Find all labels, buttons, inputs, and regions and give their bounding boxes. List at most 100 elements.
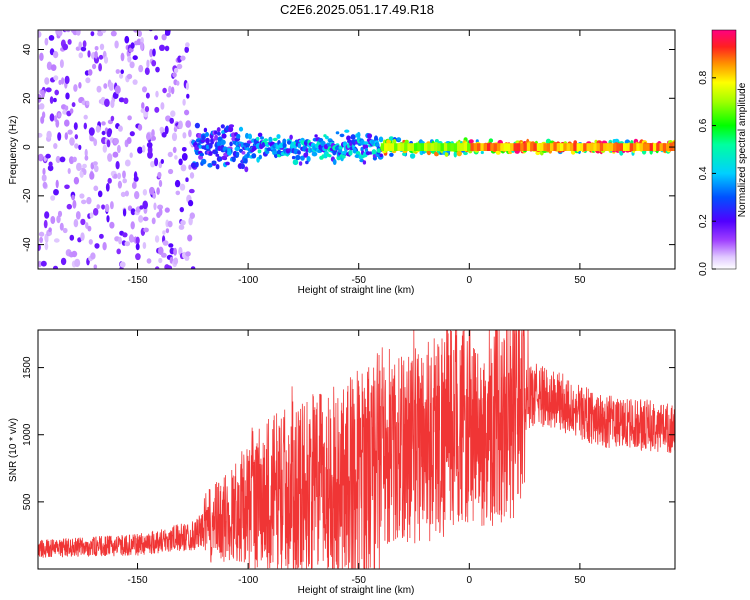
heatmap-cell	[123, 97, 129, 105]
colorbar: 0.0 0.2 0.4 0.6 0.8 Normalized spectral ampl…	[698, 29, 748, 276]
heatmap-cell	[217, 131, 221, 136]
heatmap-cell	[152, 48, 156, 57]
heatmap-cell	[362, 144, 369, 150]
heatmap-cell	[49, 113, 55, 122]
heatmap-cell	[444, 151, 449, 157]
heatmap-cell	[132, 79, 138, 85]
heatmap-cell	[335, 131, 340, 135]
heatmap-cell	[155, 66, 160, 73]
heatmap-cell	[652, 143, 657, 151]
colorbar-label: Normalized spectral amplitude	[737, 82, 748, 217]
heatmap-cell	[384, 143, 388, 151]
heatmap-cell	[510, 143, 514, 151]
heatmap-cell	[126, 73, 133, 80]
heatmap-cell	[463, 151, 468, 156]
heatmap-cell	[251, 153, 257, 159]
heatmap-cell	[38, 231, 45, 237]
heatmap-cell	[82, 163, 87, 169]
heatmap-cell	[420, 143, 425, 151]
heatmap-cell	[73, 176, 80, 185]
heatmap-cell	[434, 139, 439, 143]
heatmap-cell	[122, 208, 127, 217]
heatmap-cell	[488, 138, 494, 143]
heatmap-cell	[154, 157, 159, 167]
heatmap-cell	[255, 136, 260, 141]
heatmap-cell	[556, 143, 561, 151]
heatmap-cell	[339, 133, 345, 138]
heatmap-cell	[596, 143, 600, 151]
heatmap-cell	[199, 152, 204, 157]
heatmap-cell	[390, 143, 395, 151]
heatmap-cell	[104, 98, 110, 108]
heatmap-cell	[142, 189, 148, 196]
heatmap-cell	[136, 38, 142, 46]
heatmap-cell	[205, 137, 210, 144]
heatmap-cell	[40, 260, 47, 267]
heatmap-cell	[184, 109, 190, 116]
heatmap-cell	[138, 215, 144, 223]
heatmap-cell	[214, 130, 218, 135]
heatmap-cell	[370, 139, 375, 146]
heatmap-cell	[258, 154, 262, 160]
heatmap-cell	[71, 194, 75, 201]
heatmap-cell	[185, 42, 190, 48]
heatmap-cell	[629, 143, 634, 151]
heatmap-cell	[83, 168, 87, 176]
heatmap-cell	[586, 143, 590, 151]
heatmap-cell	[87, 225, 92, 232]
heatmap-cell	[376, 148, 382, 153]
snr-x-tick-label: -50	[351, 575, 366, 586]
heatmap-cell	[189, 172, 195, 179]
heatmap-cell	[138, 64, 144, 73]
heatmap-cell	[110, 115, 115, 122]
heatmap-cell	[79, 193, 85, 199]
heatmap-cell	[165, 115, 171, 122]
heatmap-cell	[149, 48, 154, 58]
heatmap-cell	[235, 151, 240, 157]
heatmap-cell	[306, 156, 311, 162]
heatmap-cell	[334, 146, 340, 151]
heatmap-cell	[84, 155, 89, 161]
heatmap-cell	[173, 257, 179, 265]
heatmap-cell	[38, 30, 42, 38]
heatmap-cell	[276, 134, 281, 139]
heatmap-cell	[579, 143, 584, 151]
heatmap-cell	[158, 208, 163, 216]
heatmap-cell	[165, 228, 170, 234]
heatmap-cell	[93, 208, 99, 216]
heatmap-cell	[74, 134, 79, 140]
heatmap-cell	[132, 23, 137, 28]
heatmap-cell	[129, 131, 135, 137]
heatmap-y-tick-label: 20	[22, 92, 33, 104]
heatmap-cell	[639, 143, 644, 151]
heatmap-cell	[44, 37, 49, 46]
heatmap-cell	[167, 220, 173, 228]
heatmap-cell	[53, 238, 60, 243]
heatmap-cell	[212, 150, 219, 155]
colorbar-tick-label: 0.8	[698, 70, 709, 84]
heatmap-cell	[234, 146, 240, 152]
heatmap-cell	[164, 45, 170, 52]
heatmap-cell	[305, 160, 309, 165]
heatmap-cell	[394, 143, 398, 151]
heatmap-cell	[181, 147, 187, 152]
heatmap-cell	[38, 153, 44, 162]
heatmap-cell	[93, 185, 99, 192]
heatmap-cell	[356, 131, 361, 138]
heatmap-cell	[137, 146, 143, 154]
heatmap-cell	[78, 82, 82, 89]
heatmap-cell	[160, 102, 165, 110]
heatmap-cell	[368, 151, 373, 155]
heatmap-cell	[609, 143, 614, 151]
heatmap-cell	[184, 46, 189, 53]
heatmap-cell	[73, 219, 79, 228]
colorbar-tick-label: 0.0	[698, 262, 709, 276]
heatmap-cell	[292, 159, 299, 166]
heatmap-cell	[120, 191, 126, 198]
heatmap-cell	[119, 73, 124, 79]
heatmap-cell	[66, 203, 73, 210]
colorbar-gradient	[711, 29, 737, 270]
heatmap-cell	[240, 163, 245, 170]
heatmap-cell	[92, 63, 97, 70]
heatmap-cell	[246, 140, 253, 144]
